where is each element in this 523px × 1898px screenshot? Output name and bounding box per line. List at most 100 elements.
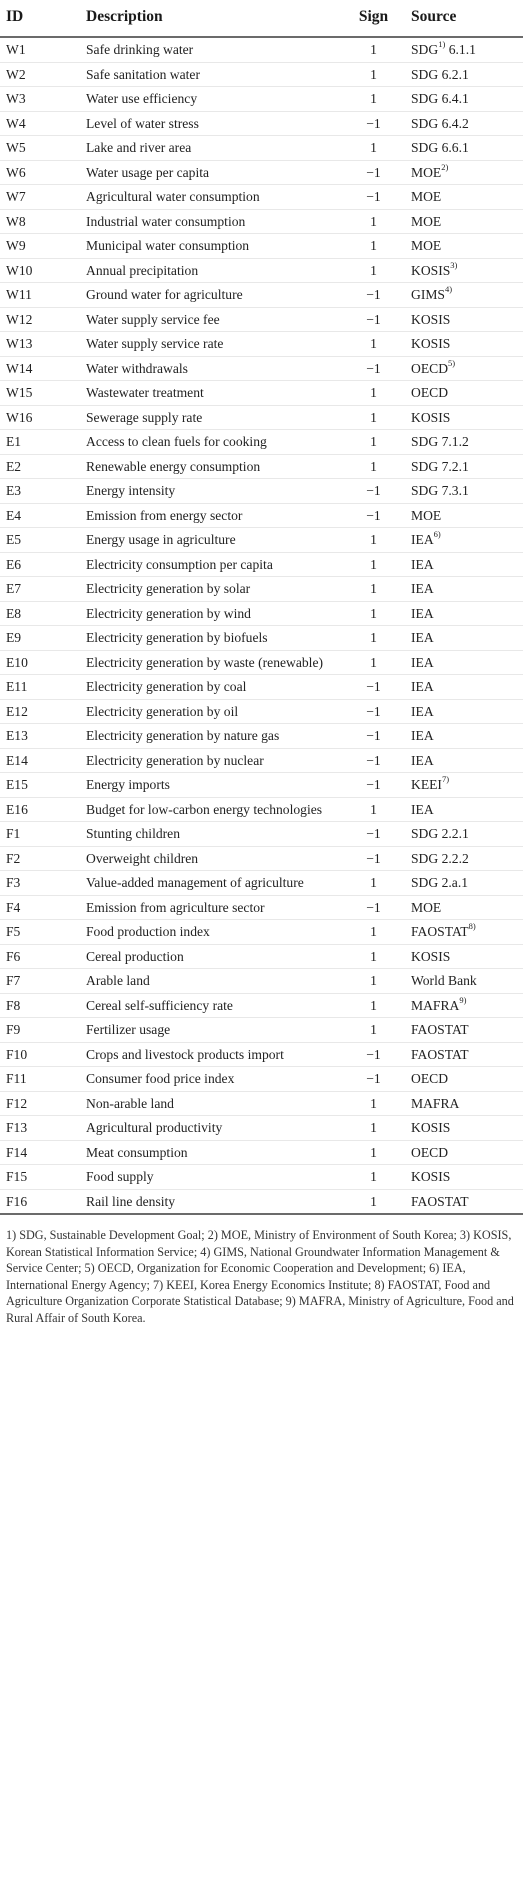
row-id: F3 [0,870,86,896]
row-description: Level of water stress [86,111,336,136]
row-source: SDG 2.2.2 [411,846,523,871]
row-sign: 1 [336,1017,411,1043]
source-name: MOE [411,164,442,180]
source-name: IEA [411,654,434,670]
row-description: Agricultural water consumption [86,184,336,210]
row-sign: −1 [336,699,411,724]
table-row: W15 Wastewater treatment 1 OECD [0,380,523,406]
source-name: SDG 7.1.2 [411,434,469,449]
row-source: SDG 2.2.1 [411,821,523,847]
source-name: IEA [411,703,434,719]
row-sign: 1 [336,258,411,283]
row-source: IEA [411,552,523,577]
row-sign: −1 [336,748,411,773]
table-row: F6 Cereal production 1 KOSIS [0,944,523,969]
row-description: Water usage per capita [86,160,336,185]
header-row: ID Description Sign Source [0,0,523,38]
table-row: E9 Electricity generation by biofuels 1 IEA [0,625,523,651]
row-id: F2 [0,846,86,871]
footnote-marker: 3) [450,259,458,270]
footnote-marker: 7) [441,774,450,785]
row-source: KOSIS3) [411,258,523,283]
table-row: W14 Water withdrawals −1 OECD5) [0,356,523,381]
source-name: IEA [411,752,434,768]
table-row: E12 Electricity generation by oil −1 IEA [0,699,523,724]
table-row: W8 Industrial water consumption 1 MOE [0,209,523,234]
source-name: MOE [411,507,442,523]
row-description: Wastewater treatment [86,380,336,406]
row-id: E13 [0,723,86,749]
row-sign: 1 [336,797,411,822]
row-description: Electricity generation by solar [86,576,336,602]
table-row: W11 Ground water for agriculture −1 GIMS4) [0,282,523,308]
row-id: F4 [0,895,86,920]
row-source: OECD [411,380,523,406]
header-description: Description [86,0,336,38]
row-source: SDG 6.6.1 [411,135,523,161]
row-id: F14 [0,1140,86,1165]
row-description: Electricity generation by coal [86,674,336,700]
table-row: E10 Electricity generation by waste (rene… [0,650,523,675]
row-source: OECD [411,1140,523,1165]
source-name: World Bank [411,973,477,988]
row-sign: 1 [336,135,411,161]
row-description: Stunting children [86,821,336,847]
table-row: W12 Water supply service fee −1 KOSIS [0,307,523,332]
source-name: SDG 2.2.1 [411,826,469,841]
footnote-marker: 8) [468,921,476,932]
row-description: Emission from agriculture sector [86,895,336,920]
row-description: Emission from energy sector [86,503,336,528]
row-sign: −1 [336,846,411,871]
row-id: W5 [0,135,86,161]
row-description: Budget for low-carbon energy technologie… [86,797,336,822]
source-name: KOSIS [411,1169,451,1184]
row-description: Water use efficiency [86,86,336,112]
row-description: Non-arable land [86,1091,336,1116]
row-sign: 1 [336,233,411,259]
row-sign: 1 [336,86,411,112]
row-sign: −1 [336,1066,411,1092]
row-source: MAFRA9) [411,993,523,1018]
row-sign: 1 [336,552,411,577]
row-description: Access to clean fuels for cooking [86,429,336,455]
row-description: Safe sanitation water [86,62,336,87]
row-source: IEA [411,748,523,773]
row-description: Municipal water consumption [86,233,336,259]
row-sign: 1 [336,870,411,896]
row-sign: 1 [336,209,411,234]
row-source: IEA [411,625,523,651]
source-name: KOSIS [411,409,451,425]
source-name: KOSIS [411,262,451,278]
row-source: SDG 7.2.1 [411,454,523,479]
source-name: OECD [411,1071,449,1086]
row-id: W16 [0,405,86,430]
source-name: IEA [411,801,434,817]
table-row: F8 Cereal self-sufficiency rate 1 MAFRA9) [0,993,523,1018]
row-source: MOE [411,233,523,259]
row-id: W6 [0,160,86,185]
row-source: GIMS4) [411,282,523,308]
row-description: Value-added management of agriculture [86,870,336,896]
source-name: MAFRA [411,997,460,1013]
row-description: Safe drinking water [86,37,336,63]
row-description: Electricity generation by nature gas [86,723,336,749]
row-sign: −1 [336,723,411,749]
row-id: W15 [0,380,86,406]
source-name: SDG [411,42,439,57]
row-id: W4 [0,111,86,136]
row-sign: 1 [336,1115,411,1141]
row-source: IEA [411,797,523,822]
source-name: IEA [411,630,434,645]
row-id: E15 [0,772,86,798]
source-name: MAFRA [411,1095,460,1111]
table-row: E5 Energy usage in agriculture 1 IEA6) [0,527,523,553]
source-name: FAOSTAT [411,1022,469,1037]
row-description: Food production index [86,919,336,945]
row-source: SDG 7.1.2 [411,429,523,455]
row-description: Consumer food price index [86,1066,336,1092]
table-row: F15 Food supply 1 KOSIS [0,1164,523,1190]
row-description: Sewerage supply rate [86,405,336,430]
row-description: Ground water for agriculture [86,282,336,308]
row-sign: −1 [336,478,411,504]
table-row: F5 Food production index 1 FAOSTAT8) [0,919,523,945]
